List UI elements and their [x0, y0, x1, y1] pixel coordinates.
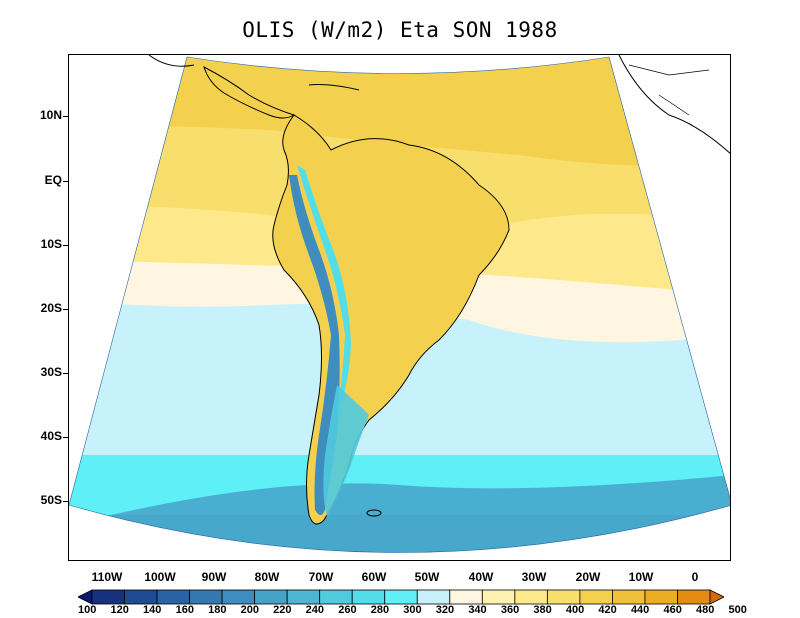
- lon-label-30w: 30W: [521, 570, 547, 584]
- colorbar: [78, 589, 724, 605]
- lon-label-50w: 50W: [414, 570, 440, 584]
- lon-label-10w: 10W: [628, 570, 654, 584]
- lat-label-eq: EQ: [44, 173, 62, 187]
- colorbar-swatch: [677, 589, 711, 605]
- colorbar-swatch: [91, 589, 125, 605]
- lat-tick: [63, 181, 68, 182]
- colorbar-tick-label: 440: [630, 604, 650, 616]
- colorbar-tick-label: 360: [500, 604, 520, 616]
- colorbar-tick-label: 400: [565, 604, 585, 616]
- domain-outline: [69, 56, 730, 553]
- colorbar-swatch: [644, 589, 678, 605]
- colorbar-tick-label: 260: [338, 604, 357, 616]
- lon-label-80w: 80W: [254, 570, 280, 584]
- colorbar-swatch: [254, 589, 288, 605]
- colorbar-swatch: [156, 589, 190, 605]
- lat-label-50s: 50S: [40, 493, 62, 507]
- lat-label-10s: 10S: [40, 237, 62, 251]
- map-panel: [68, 54, 731, 561]
- colorbar-swatch: [546, 589, 581, 605]
- central-america-land: [203, 66, 296, 119]
- colorbar-swatch: [286, 589, 321, 605]
- colorbar-swatch: [351, 589, 386, 605]
- colorbar-tick-label: 120: [110, 604, 129, 616]
- lon-label-60w: 60W: [361, 570, 387, 584]
- lon-label-0: 0: [691, 570, 699, 584]
- colorbar-swatch: [481, 589, 516, 605]
- colorbar-tick-label: 220: [273, 604, 292, 616]
- colorbar-min-arrow: [78, 589, 93, 605]
- colorbar-swatch: [189, 589, 223, 605]
- lat-label-30s: 30S: [40, 365, 62, 379]
- colorbar-swatch: [612, 589, 646, 605]
- colorbar-swatch: [579, 589, 613, 605]
- olr-field-map: [69, 55, 730, 560]
- colorbar-tick-label: 320: [435, 604, 455, 616]
- colorbar-swatch: [124, 589, 158, 605]
- lat-label-20s: 20S: [40, 301, 62, 315]
- lat-tick: [63, 309, 68, 310]
- lat-tick: [63, 501, 68, 502]
- lat-label-10n: 10N: [39, 108, 62, 122]
- caribbean-islands: [308, 84, 360, 91]
- lon-label-40w: 40W: [468, 570, 494, 584]
- colorbar-tick-label: 500: [728, 604, 747, 616]
- colorbar-swatch: [221, 589, 256, 605]
- lon-label-70w: 70W: [308, 570, 334, 584]
- colorbar-max-arrow: [709, 589, 724, 605]
- colorbar-tick-label: 180: [208, 604, 227, 616]
- lon-label-90w: 90W: [201, 570, 227, 584]
- colorbar-tick-label: 380: [533, 604, 552, 616]
- andes-highland: [289, 175, 340, 515]
- colorbar-tick-label: 200: [240, 604, 259, 616]
- africa-coastline: [618, 55, 730, 154]
- patagonia-field: [323, 385, 369, 517]
- colorbar-swatch: [416, 589, 451, 605]
- colorbar-swatch: [449, 589, 483, 605]
- colorbar-tick-label: 280: [370, 604, 390, 616]
- colorbar-swatch: [319, 589, 353, 605]
- colorbar-tick-label: 340: [468, 604, 487, 616]
- lat-tick: [63, 373, 68, 374]
- colorbar-tick-label: 100: [78, 604, 97, 616]
- band-tropic: [69, 57, 730, 167]
- andes-highland-light: [297, 165, 351, 415]
- lat-tick: [63, 116, 68, 117]
- africa-borders: [628, 64, 710, 116]
- lat-tick: [63, 437, 68, 438]
- colorbar-tick-label: 240: [305, 604, 325, 616]
- lon-label-110w: 110W: [91, 570, 123, 584]
- colorbar-tick-label: 160: [175, 604, 194, 616]
- colorbar-tick-label: 420: [598, 604, 617, 616]
- lat-tick: [63, 245, 68, 246]
- lat-label-40s: 40S: [40, 429, 62, 443]
- map-title: OLIS (W/m2) Eta SON 1988: [242, 18, 558, 42]
- colorbar-tick-label: 460: [663, 604, 682, 616]
- colorbar-swatch: [514, 589, 548, 605]
- mexico-coastline: [148, 55, 195, 67]
- colorbar-tick-label: 140: [143, 604, 162, 616]
- falkland-islands: [366, 509, 382, 517]
- colorbar-tick-label: 480: [696, 604, 715, 616]
- lon-label-20w: 20W: [575, 570, 601, 584]
- lon-label-100w: 100W: [144, 570, 176, 584]
- colorbar-swatch: [384, 589, 418, 605]
- colorbar-tick-label: 300: [403, 604, 422, 616]
